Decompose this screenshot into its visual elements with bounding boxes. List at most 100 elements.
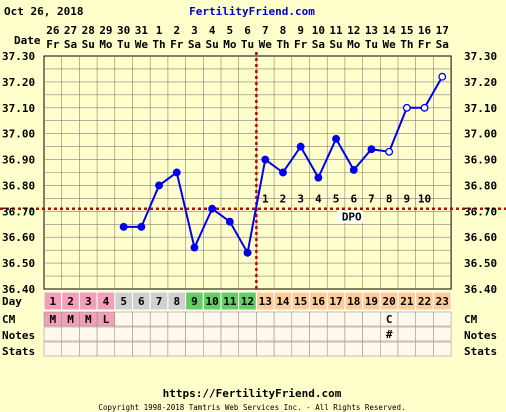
notes-cell	[362, 326, 381, 342]
y-tick-label-right: 37.20	[464, 76, 497, 89]
row-label-notes: Notes	[2, 329, 35, 342]
cm-cell	[362, 311, 381, 327]
date-number: 26	[46, 24, 60, 37]
notes-cell-value: #	[386, 328, 393, 341]
stats-cell	[114, 341, 133, 357]
notes-cell	[167, 326, 186, 342]
date-number: 31	[135, 24, 149, 37]
date-weekday: Sa	[436, 38, 449, 51]
y-tick-label-right: 37.30	[464, 50, 497, 63]
stats-cell	[415, 341, 434, 357]
temperature-point	[296, 142, 305, 151]
date-weekday: Fr	[418, 38, 432, 51]
cm-cell	[238, 311, 257, 327]
temperature-point	[261, 155, 270, 164]
y-tick-label-left: 36.80	[2, 179, 35, 192]
date-number: 10	[312, 24, 325, 37]
temperature-point	[172, 168, 181, 177]
day-number: 19	[365, 295, 378, 308]
notes-cell	[397, 326, 416, 342]
y-tick-label-right: 37.10	[464, 102, 497, 115]
row-label-day: Day	[2, 295, 22, 308]
day-number: 23	[436, 295, 449, 308]
date-weekday: Mo	[99, 38, 113, 51]
dpo-number: 4	[315, 193, 322, 206]
dpo-number: 8	[386, 193, 393, 206]
dpo-number: 9	[404, 193, 411, 206]
dpo-number: 10	[418, 193, 431, 206]
y-tick-label-left: 36.70	[2, 205, 35, 218]
date-weekday: Sa	[188, 38, 201, 51]
stats-cell	[79, 341, 98, 357]
date-weekday: Fr	[170, 38, 184, 51]
temperature-point	[225, 217, 234, 226]
notes-cell	[309, 326, 328, 342]
date-number: 8	[280, 24, 287, 37]
day-number: 2	[67, 295, 74, 308]
day-number: 6	[138, 295, 145, 308]
stats-cell	[185, 341, 204, 357]
cm-cell-value: M	[50, 313, 57, 326]
date-weekday: Fr	[294, 38, 308, 51]
day-number: 1	[50, 295, 57, 308]
site-title[interactable]: FertilityFriend.com	[189, 5, 315, 18]
date-weekday: Su	[206, 38, 219, 51]
cm-cell	[273, 311, 293, 327]
temperature-point	[438, 72, 447, 81]
date-weekday: Th	[400, 38, 413, 51]
notes-cell	[344, 326, 363, 342]
day-number: 5	[120, 295, 127, 308]
chart-date: Oct 26, 2018	[4, 5, 83, 18]
date-weekday: Tu	[365, 38, 378, 51]
day-number: 3	[85, 295, 92, 308]
dpo-number: 3	[297, 193, 304, 206]
date-weekday: Th	[276, 38, 289, 51]
dpo-number: 5	[333, 193, 340, 206]
date-weekday: We	[135, 38, 149, 51]
notes-cell	[96, 326, 116, 342]
stats-cell	[43, 341, 62, 357]
temperature-point	[279, 168, 287, 177]
date-number: 4	[209, 24, 216, 37]
notes-cell	[203, 326, 222, 342]
date-number: 1	[156, 24, 163, 37]
stats-cell	[397, 341, 416, 357]
temperature-point	[349, 165, 358, 174]
date-number: 3	[191, 24, 198, 37]
notes-cell	[61, 326, 80, 342]
footer-url[interactable]: https://FertilityFriend.com	[163, 387, 342, 400]
y-tick-label-left: 37.00	[2, 128, 35, 141]
stats-cell	[61, 341, 80, 357]
y-tick-label-right: 36.90	[464, 154, 497, 167]
stats-cell	[291, 341, 310, 357]
date-number: 16	[418, 24, 432, 37]
y-tick-label-right: 36.80	[464, 179, 497, 192]
day-number: 7	[156, 295, 163, 308]
y-tick-label-right: 36.60	[464, 231, 497, 244]
temperature-point	[420, 103, 429, 112]
row-label-cm: CM	[2, 313, 16, 326]
date-number: 29	[99, 24, 112, 37]
y-tick-label-right: 37.00	[464, 128, 497, 141]
notes-cell	[132, 326, 151, 342]
row-label-cm-right: CM	[464, 313, 478, 326]
date-number: 15	[400, 24, 413, 37]
notes-cell	[79, 326, 98, 342]
y-tick-label-right: 36.50	[464, 257, 497, 270]
cm-cell	[185, 311, 204, 327]
day-number: 12	[241, 295, 254, 308]
y-tick-label-left: 37.10	[2, 102, 35, 115]
date-weekday: Tu	[241, 38, 254, 51]
date-weekday: Fr	[46, 38, 60, 51]
date-number: 2	[173, 24, 180, 37]
footer-copyright: Copyright 1998-2018 Tamtris Web Services…	[98, 403, 405, 412]
day-number: 10	[206, 295, 219, 308]
row-label-stats: Stats	[2, 345, 35, 358]
date-weekday: Mo	[223, 38, 237, 51]
cm-cell	[220, 311, 239, 327]
date-weekday: We	[383, 38, 397, 51]
cm-cell	[149, 311, 169, 327]
day-number: 16	[312, 295, 326, 308]
cm-cell	[433, 311, 452, 327]
date-number: 5	[227, 24, 234, 37]
